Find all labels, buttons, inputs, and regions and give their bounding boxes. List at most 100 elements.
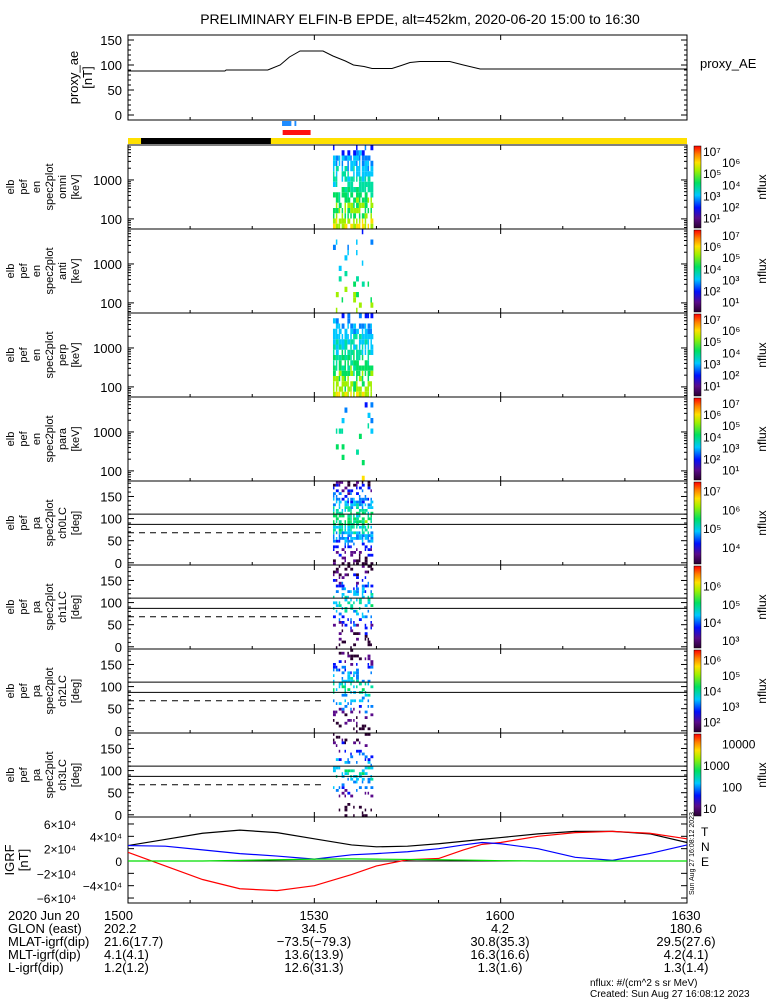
spectrogram-cell bbox=[338, 155, 341, 161]
spectrogram-cell bbox=[341, 665, 345, 669]
spectrogram-cell bbox=[353, 805, 355, 809]
proxy-ae-legend: proxy_AE bbox=[700, 56, 757, 71]
spectrogram-cell bbox=[347, 489, 351, 493]
spectrogram-cell bbox=[370, 517, 372, 521]
colorbar-tick-label: 10⁶ bbox=[703, 408, 721, 422]
spectrogram-cell bbox=[341, 587, 345, 591]
spectrogram-cell bbox=[338, 632, 342, 635]
ephemeris-value: 34.5 bbox=[301, 921, 326, 936]
spectrogram-cell bbox=[358, 520, 362, 523]
spectrogram-cell bbox=[356, 355, 359, 361]
spectrogram-cell bbox=[370, 171, 374, 177]
spectrogram-cell bbox=[347, 506, 351, 509]
spectrogram-cell bbox=[335, 360, 338, 366]
ephemeris-value: 21.6(17.7) bbox=[104, 934, 163, 949]
spectrogram-cell bbox=[332, 528, 336, 532]
spectrogram-cell bbox=[350, 328, 354, 334]
spectrogram-cell bbox=[370, 334, 374, 340]
spectrogram-cell bbox=[358, 682, 362, 686]
spectrogram-cell bbox=[347, 339, 351, 345]
spectrogram-cell bbox=[361, 777, 365, 781]
spectrogram-cell bbox=[347, 197, 351, 203]
spectrogram-cell bbox=[356, 525, 358, 529]
spectrogram-cell bbox=[344, 721, 348, 725]
spectrogram-panel-en-omni bbox=[332, 145, 374, 229]
ephemeris-value: 202.2 bbox=[104, 921, 137, 936]
spectrogram-cell bbox=[364, 360, 368, 366]
spectrogram-cell bbox=[364, 615, 368, 619]
science-zone-red-bar bbox=[282, 130, 311, 135]
spectrogram-cell bbox=[341, 584, 345, 588]
spectrogram-cell bbox=[361, 475, 365, 481]
spectrogram-cell bbox=[361, 520, 365, 523]
spectrogram-cell bbox=[370, 808, 372, 812]
spectrogram-cell bbox=[361, 365, 365, 371]
spectrogram-cell bbox=[361, 537, 364, 540]
spectrogram-cell bbox=[344, 598, 348, 602]
spectrogram-cell bbox=[358, 534, 362, 537]
spectrogram-cell bbox=[338, 503, 341, 507]
spectrogram-cell bbox=[338, 786, 341, 789]
spectrogram-cell bbox=[367, 766, 371, 770]
spectrogram-cell bbox=[356, 276, 359, 282]
spectrogram-cell bbox=[364, 509, 368, 512]
spectrogram-cell bbox=[335, 665, 338, 669]
spectrogram-cell bbox=[358, 302, 362, 308]
y-axis-label-line: pa bbox=[31, 600, 43, 613]
spectrogram-cell bbox=[361, 528, 364, 532]
spectrogram-cell bbox=[344, 539, 348, 543]
spectrogram-cell bbox=[358, 349, 362, 355]
spectrogram-cell bbox=[370, 763, 372, 767]
colorbar-tick-label: 10¹ bbox=[703, 212, 720, 226]
y-axis-label-line: pef bbox=[18, 178, 30, 194]
spectrogram-cell bbox=[347, 520, 351, 523]
spectrogram-cell bbox=[347, 370, 351, 376]
spectrogram-cell bbox=[332, 391, 336, 397]
spectrogram-cell bbox=[367, 534, 371, 537]
spectrogram-cell bbox=[341, 391, 345, 397]
spectrogram-cell bbox=[353, 497, 355, 501]
spectrogram-cell bbox=[370, 671, 372, 675]
spectrogram-cell bbox=[332, 509, 335, 512]
spectrogram-cell bbox=[332, 176, 336, 182]
y-tick-label: 50 bbox=[108, 702, 122, 717]
spectrogram-cell bbox=[353, 769, 355, 773]
spectrogram-cell bbox=[353, 150, 357, 156]
spectrogram-cell bbox=[341, 514, 345, 518]
spectrogram-cell bbox=[350, 391, 352, 397]
spectrogram-cell bbox=[347, 562, 351, 565]
spectrogram-cell bbox=[356, 609, 358, 613]
spectrogram-cell bbox=[358, 323, 362, 329]
ephemeris-value: 4.1(4.1) bbox=[104, 947, 149, 962]
spectrogram-cell bbox=[341, 556, 345, 560]
y-tick-label: 1000 bbox=[93, 173, 122, 188]
spectrogram-cell bbox=[370, 525, 372, 529]
spectrogram-cell bbox=[341, 534, 344, 537]
spectrogram-cell bbox=[338, 581, 342, 585]
spectrogram-cell bbox=[370, 562, 374, 565]
spectrogram-cell bbox=[332, 208, 336, 214]
spectrogram-cell bbox=[353, 334, 357, 340]
spectrogram-cell bbox=[350, 719, 352, 722]
spectrogram-cell bbox=[364, 223, 367, 229]
spectrogram-cell bbox=[332, 595, 335, 599]
spectrogram-cell bbox=[367, 176, 371, 182]
spectrogram-cell bbox=[332, 244, 336, 250]
spectrogram-cell bbox=[338, 794, 341, 798]
spectrogram-cell bbox=[344, 679, 348, 683]
spectrogram-cell bbox=[364, 391, 368, 397]
spectrogram-cell bbox=[370, 197, 372, 203]
spectrogram-cell bbox=[358, 176, 362, 182]
spectrogram-cell bbox=[347, 323, 349, 329]
spectrogram-cell bbox=[341, 576, 345, 579]
y-axis-label-line: ch1LC bbox=[57, 591, 69, 623]
spectrogram-cell bbox=[364, 623, 367, 627]
y-axis-label-line: spec2plot bbox=[44, 163, 56, 210]
spectrogram-cell bbox=[344, 525, 347, 529]
spectrogram-cell bbox=[361, 542, 365, 546]
spectrogram-cell bbox=[361, 562, 365, 565]
spectrogram-cell bbox=[347, 376, 349, 382]
spectrogram-cell bbox=[332, 766, 336, 770]
y-tick-label: 1000 bbox=[93, 341, 122, 356]
spectrogram-cell bbox=[367, 643, 371, 647]
